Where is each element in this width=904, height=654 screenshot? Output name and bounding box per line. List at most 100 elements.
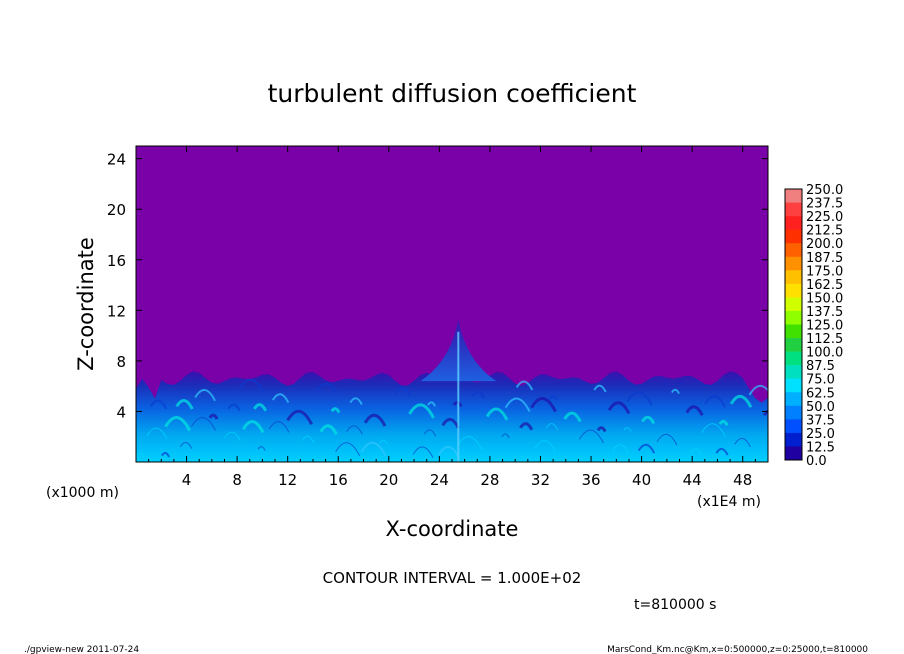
- eddy-streak: [379, 439, 388, 445]
- eddy-streak: [149, 399, 168, 410]
- chart-title: turbulent diffusion coefficient: [268, 79, 637, 108]
- eddy-streak: [268, 421, 290, 433]
- eddy-streak: [191, 417, 216, 431]
- colorbar-label: 237.5: [806, 197, 843, 212]
- eddy-streak: [360, 441, 387, 457]
- colorbar-label: 162.5: [806, 278, 843, 293]
- colorbar-swatch: [785, 310, 802, 325]
- eddy-streak: [623, 427, 632, 432]
- eddy-streak: [545, 423, 559, 431]
- footer-left: ./gpview-new 2011-07-24: [24, 645, 139, 654]
- eddy-streak: [715, 447, 729, 456]
- x-tick-label: 20: [379, 471, 398, 489]
- eddy-streak: [626, 391, 653, 406]
- eddy-streak: [227, 403, 241, 412]
- colorbar-label: 125.0: [806, 319, 843, 334]
- x-tick-label: 36: [581, 471, 600, 489]
- colorbar-label: 37.5: [806, 413, 835, 428]
- eddy-streak: [685, 405, 704, 417]
- colorbar-swatch: [785, 405, 802, 420]
- colorbar-swatch: [785, 432, 802, 447]
- eddy-streak: [689, 448, 703, 456]
- eddy-streak: [656, 433, 678, 446]
- eddy-streak: [194, 389, 216, 402]
- eddy-streak: [519, 422, 534, 431]
- eddy-streak: [501, 433, 510, 439]
- colorbar-swatch: [785, 189, 802, 203]
- colorbar-swatch: [785, 446, 802, 461]
- colorbar-label: 175.0: [806, 264, 843, 279]
- eddy-streak: [238, 378, 265, 394]
- eddy-streak: [485, 407, 509, 421]
- eddy-streak: [596, 426, 607, 433]
- colorbar-label: 225.0: [806, 210, 843, 225]
- eddy-streak: [136, 452, 144, 458]
- colorbar-label: 12.5: [806, 440, 835, 455]
- eddy-streak: [504, 397, 531, 413]
- eddy-streak: [457, 436, 483, 450]
- eddy-streak: [549, 395, 559, 401]
- eddy-streak: [393, 386, 412, 397]
- colorbar-swatch: [785, 243, 802, 258]
- colorbar-swatch: [785, 202, 802, 217]
- colorbar-label: 112.5: [806, 332, 843, 347]
- eddy-streak: [704, 395, 726, 408]
- eddy-streak: [607, 401, 631, 415]
- y-tick-label: 12: [107, 302, 126, 320]
- eddy-streak: [471, 391, 485, 399]
- x-tick-label: 28: [480, 471, 499, 489]
- colorbar-label: 150.0: [806, 291, 843, 306]
- eddy-streak: [335, 442, 361, 457]
- y-tick-label: 4: [116, 403, 126, 421]
- x-tick-label: 12: [278, 471, 297, 489]
- colorbar-label: 62.5: [806, 386, 835, 401]
- eddy-streak: [164, 416, 191, 432]
- colorbar-label: 87.5: [806, 359, 835, 374]
- colorbar-swatch: [785, 270, 802, 285]
- colorbar-frame: [784, 188, 803, 461]
- eddy-streak: [671, 388, 680, 395]
- colorbar-swatch: [785, 378, 802, 393]
- x-tick-label: 32: [531, 471, 550, 489]
- turbulent-eddies: [136, 331, 768, 462]
- eddy-streak: [346, 425, 363, 435]
- y-axis-ticks: 4 8 12 16 20 24: [107, 151, 768, 421]
- y-tick-label: 16: [107, 252, 126, 270]
- eddy-streak: [179, 442, 193, 449]
- x-tick-label: 48: [733, 471, 752, 489]
- colorbar-label: 0.0: [806, 454, 827, 469]
- colorbar-swatch: [785, 229, 802, 244]
- colorbar-swatch: [785, 365, 802, 379]
- colorbar-swatch: [785, 216, 802, 230]
- colorbar-label: 75.0: [806, 373, 835, 388]
- eddy-streak: [363, 413, 387, 427]
- eddy-streak: [441, 417, 460, 429]
- colorbar-label: 50.0: [806, 400, 835, 415]
- eddy-streak: [146, 427, 168, 440]
- eddy-streak: [438, 445, 460, 459]
- eddy-streak: [534, 440, 556, 452]
- x-tick-label: 8: [232, 471, 242, 489]
- y-axis-label: Z-coordinate: [74, 237, 98, 371]
- eddy-streak: [161, 452, 170, 458]
- colorbar-label: 250.0: [806, 183, 843, 198]
- x-unit-label: (x1000 m): [46, 485, 119, 501]
- eddy-streak: [579, 429, 604, 444]
- eddy-streak: [412, 446, 434, 458]
- y-tick-label: 20: [107, 201, 126, 219]
- contour-interval-text: CONTOUR INTERVAL = 1.000E+02: [323, 569, 582, 587]
- eddy-streak: [224, 431, 241, 441]
- boundary-layer-field: [136, 371, 768, 462]
- y-tick-label: 8: [116, 353, 126, 371]
- eddy-streak: [175, 399, 194, 410]
- x-tick-label: 16: [329, 471, 348, 489]
- eddy-streak: [319, 424, 338, 436]
- eddy-streak: [208, 413, 219, 420]
- footer-right: MarsCond_Km.nc@Km,x=0:500000,z=0:25000,t…: [607, 645, 868, 654]
- x-scale-label: (x1E4 m): [697, 494, 761, 510]
- eddy-streak: [718, 419, 729, 427]
- x-axis-ticks: 4 8 12 16 20 24 28 32 36 40 44 48: [148, 146, 756, 489]
- eddy-streak: [330, 407, 341, 414]
- colorbar-label: 212.5: [806, 224, 843, 239]
- eddy-streak: [701, 423, 726, 438]
